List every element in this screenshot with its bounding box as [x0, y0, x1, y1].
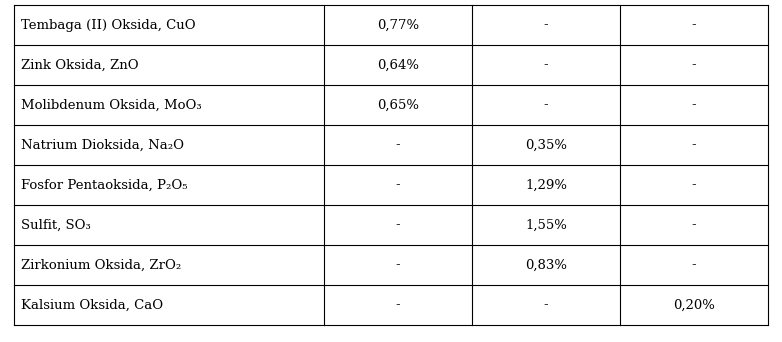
- Text: Zirkonium Oksida, ZrO₂: Zirkonium Oksida, ZrO₂: [21, 259, 181, 272]
- Text: -: -: [692, 219, 696, 232]
- Text: -: -: [543, 299, 548, 312]
- Text: -: -: [543, 58, 548, 71]
- Text: -: -: [543, 18, 548, 31]
- Text: 1,29%: 1,29%: [525, 179, 567, 192]
- Text: 0,20%: 0,20%: [673, 299, 715, 312]
- Text: -: -: [396, 259, 400, 272]
- Text: -: -: [692, 179, 696, 192]
- Text: -: -: [692, 58, 696, 71]
- Text: -: -: [396, 139, 400, 152]
- Text: 1,55%: 1,55%: [525, 219, 567, 232]
- Text: -: -: [396, 219, 400, 232]
- Text: Sulfit, SO₃: Sulfit, SO₃: [21, 219, 91, 232]
- Text: 0,65%: 0,65%: [377, 98, 419, 111]
- Text: Molibdenum Oksida, MoO₃: Molibdenum Oksida, MoO₃: [21, 98, 202, 111]
- Text: Fosfor Pentaoksida, P₂O₅: Fosfor Pentaoksida, P₂O₅: [21, 179, 188, 192]
- Text: 0,83%: 0,83%: [525, 259, 567, 272]
- Text: Zink Oksida, ZnO: Zink Oksida, ZnO: [21, 58, 138, 71]
- Text: -: -: [692, 18, 696, 31]
- Text: -: -: [396, 179, 400, 192]
- Text: -: -: [692, 259, 696, 272]
- Text: 0,35%: 0,35%: [525, 139, 567, 152]
- Text: -: -: [543, 98, 548, 111]
- Text: 0,77%: 0,77%: [377, 18, 419, 31]
- Text: 0,64%: 0,64%: [377, 58, 419, 71]
- Text: Natrium Dioksida, Na₂O: Natrium Dioksida, Na₂O: [21, 139, 184, 152]
- Text: Kalsium Oksida, CaO: Kalsium Oksida, CaO: [21, 299, 163, 312]
- Text: -: -: [396, 299, 400, 312]
- Text: Tembaga (II) Oksida, CuO: Tembaga (II) Oksida, CuO: [21, 18, 196, 31]
- Text: -: -: [692, 139, 696, 152]
- Text: -: -: [692, 98, 696, 111]
